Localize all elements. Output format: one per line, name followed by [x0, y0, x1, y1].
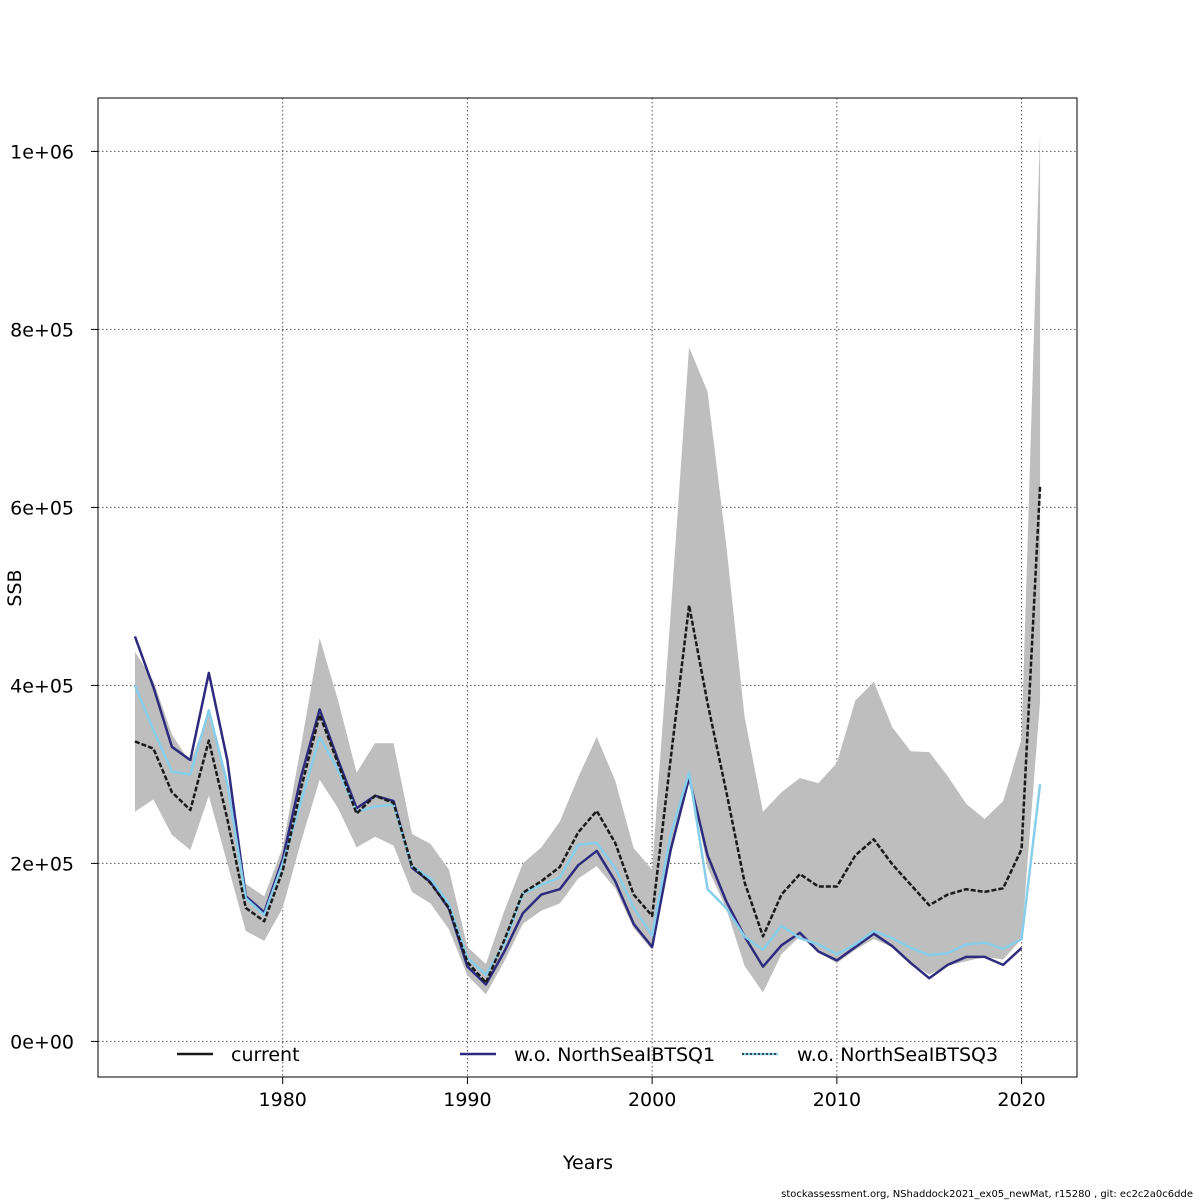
- y-tick-label: 1e+06: [10, 141, 74, 163]
- legend-item-wo-northseaibtsq3: w.o. NorthSeaIBTSQ3: [742, 1044, 998, 1066]
- legend-item-current: current: [177, 1044, 300, 1066]
- x-tick-label: 1990: [443, 1089, 491, 1111]
- series-line-wo-northseaibtsq1: [133, 636, 1023, 986]
- footer-caption: stockassessment.org, NShaddock2021_ex05_…: [781, 1189, 1193, 1200]
- legend-label: w.o. NorthSeaIBTSQ1: [514, 1044, 715, 1066]
- x-tick-label: 2020: [997, 1089, 1045, 1111]
- series-lines: [133, 485, 1042, 986]
- y-tick-label: 6e+05: [10, 497, 74, 519]
- plot-frame: [97, 97, 1078, 1078]
- legend-item-wo-northseaibtsq1: w.o. NorthSeaIBTSQ1: [460, 1044, 715, 1066]
- y-tick-label: 8e+05: [10, 319, 74, 341]
- y-axis-title: SSB: [4, 569, 26, 606]
- confidence-band: [134, 133, 1041, 995]
- x-tick-label: 2000: [628, 1089, 676, 1111]
- legend-label: current: [231, 1044, 300, 1066]
- x-axis: 1980 1990 2000 2010 2020: [259, 1077, 1046, 1111]
- x-axis-title: Years: [562, 1152, 613, 1174]
- x-tick-label: 2010: [813, 1089, 861, 1111]
- y-tick-label: 2e+05: [10, 853, 74, 875]
- y-tick-label: 0e+00: [10, 1031, 74, 1053]
- y-axis: 0e+00 2e+05 4e+05 6e+05 8e+05 1e+06: [10, 141, 98, 1053]
- ssb-confidence-band: [134, 133, 1041, 995]
- x-tick-label: 1980: [259, 1089, 307, 1111]
- y-tick-label: 4e+05: [10, 675, 74, 697]
- legend-label: w.o. NorthSeaIBTSQ3: [797, 1044, 998, 1066]
- legend: current w.o. NorthSeaIBTSQ1 w.o. NorthSeaI…: [177, 1044, 998, 1066]
